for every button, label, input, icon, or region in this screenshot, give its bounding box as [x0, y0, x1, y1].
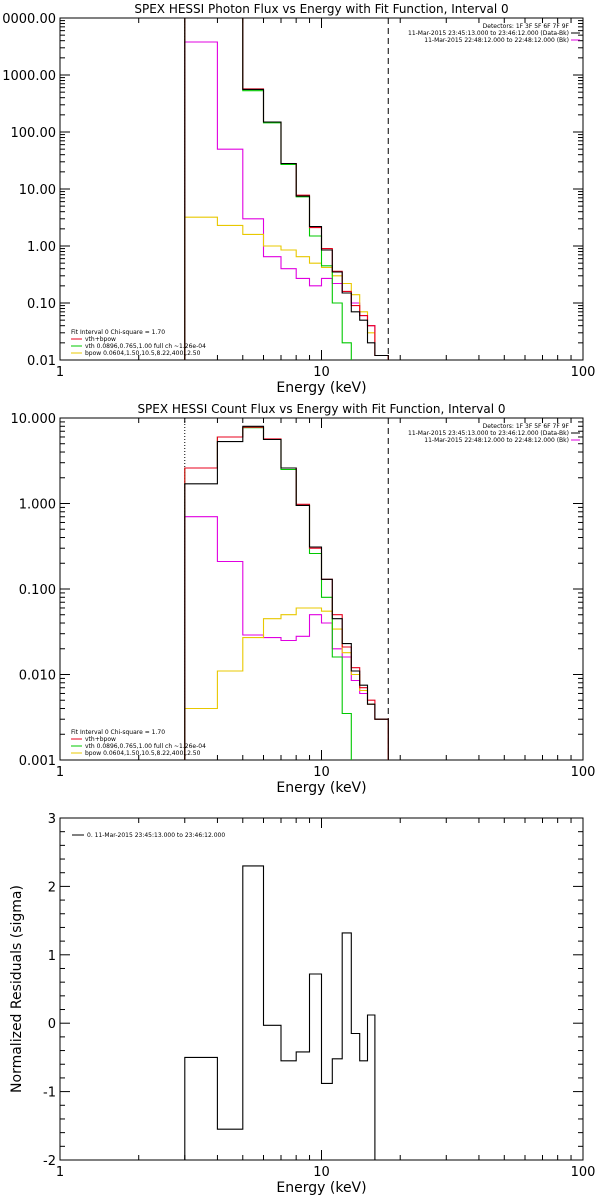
chart-title: SPEX HESSI Photon Flux vs Energy with Fi… — [134, 2, 508, 16]
panel-1: SPEX HESSI Photon Flux vs Energy with Fi… — [2, 2, 596, 396]
y-tick-label: 0000.00 — [2, 12, 56, 27]
residual-legend: 0. 11-Mar-2015 23:45:13.000 to 23:46:12.… — [87, 832, 225, 839]
series-data — [184, 865, 376, 1160]
series-data — [184, 425, 389, 760]
y-tick-label: 2 — [48, 880, 56, 895]
info-line: 11-Mar-2015 23:45:13.000 to 23:46:12.000… — [408, 30, 569, 37]
y-tick-label: 0.001 — [19, 754, 56, 769]
x-tick-label: 1 — [56, 1165, 64, 1180]
info-line: 11-Mar-2015 22:48:12.000 to 22:48:12.000… — [424, 437, 569, 444]
y-tick-label: 1000.00 — [2, 69, 56, 84]
fit-legend-line: bpow 0.0604,1.50,10.5,8.22,400.,2.50 — [85, 750, 201, 757]
series-data — [184, 18, 389, 360]
info-line: Detectors: 1F 3F 5F 6F 7F 9F — [483, 423, 570, 430]
y-tick-label: 0.100 — [19, 583, 56, 598]
fit-legend-line: Fit Interval 0 Chi-square = 1.70 — [71, 729, 165, 736]
y-tick-label: 1.000 — [19, 498, 56, 513]
x-axis-label: Energy (keV) — [276, 1180, 366, 1196]
x-tick-label: 100 — [571, 1165, 596, 1180]
fit-legend-line: Fit Interval 0 Chi-square = 1.70 — [71, 329, 165, 336]
y-tick-label: 0 — [48, 1017, 56, 1032]
chart-title: SPEX HESSI Count Flux vs Energy with Fit… — [137, 402, 505, 416]
fit-legend-line: vth 0.0896,0.765,1.00 full ch ~1.26e-04 — [85, 743, 206, 750]
panel-2: SPEX HESSI Count Flux vs Energy with Fit… — [11, 402, 596, 796]
y-tick-label: 10.000 — [11, 412, 57, 427]
y-tick-label: 10.00 — [19, 183, 56, 198]
y-tick-label: 0.010 — [19, 669, 56, 684]
y-tick-label: 100.00 — [11, 126, 57, 141]
fit-legend-line: vth 0.0896,0.765,1.00 full ch ~1.26e-04 — [85, 343, 206, 350]
y-tick-label: -1 — [43, 1086, 56, 1101]
x-tick-label: 10 — [313, 1165, 330, 1180]
y-tick-label: 0.10 — [27, 297, 56, 312]
x-axis-label: Energy (keV) — [276, 380, 366, 396]
y-axis-label: Normalized Residuals (sigma) — [9, 885, 25, 1093]
series-bpow — [184, 216, 389, 360]
fit-legend-line: bpow 0.0604,1.50,10.5,8.22,400.,2.50 — [85, 350, 201, 357]
y-tick-label: 0.01 — [27, 354, 56, 369]
x-tick-label: 1 — [56, 365, 64, 380]
x-tick-label: 1 — [56, 765, 64, 780]
plot-area — [184, 865, 376, 1160]
y-tick-label: 1.00 — [27, 240, 56, 255]
x-axis-label: Energy (keV) — [276, 780, 366, 796]
info-line: Detectors: 1F 3F 5F 6F 7F 9F — [483, 23, 570, 30]
info-line: 11-Mar-2015 23:45:13.000 to 23:46:12.000… — [408, 430, 569, 437]
x-tick-label: 10 — [313, 365, 330, 380]
y-tick-label: 3 — [48, 812, 56, 827]
fit-legend-line: vth+bpow — [85, 336, 116, 343]
x-tick-label: 100 — [571, 365, 596, 380]
y-tick-label: 1 — [48, 949, 56, 964]
info-line: 11-Mar-2015 22:48:12.000 to 22:48:12.000… — [424, 37, 569, 44]
x-tick-label: 10 — [313, 765, 330, 780]
y-tick-label: -2 — [43, 1154, 56, 1169]
plot-area — [184, 18, 389, 360]
plot-area — [184, 425, 389, 760]
x-tick-label: 100 — [571, 765, 596, 780]
fit-legend-line: vth+bpow — [85, 736, 116, 743]
